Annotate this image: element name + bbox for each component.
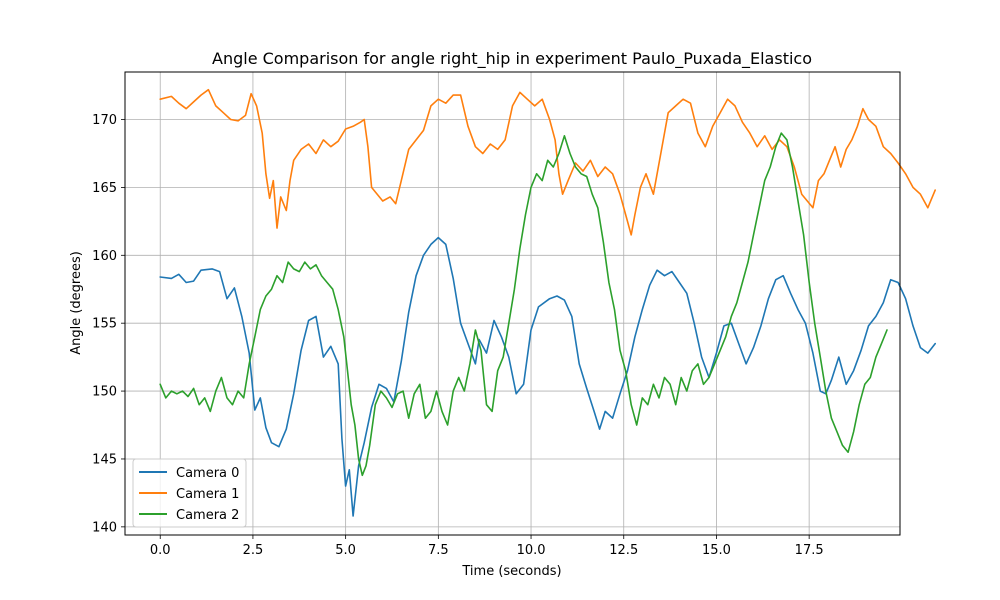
x-axis-label: Time (seconds)	[461, 564, 561, 579]
grid	[125, 72, 900, 535]
x-tick-label: 2.5	[243, 543, 264, 558]
y-tick-label: 160	[92, 249, 117, 264]
x-tick-label: 10.0	[517, 543, 546, 558]
legend-label: Camera 0	[176, 466, 239, 481]
plot-frame	[124, 71, 901, 536]
series-lines	[159, 88, 937, 517]
legend-label: Camera 1	[176, 487, 239, 502]
y-tick-label: 165	[92, 181, 117, 196]
legend-label: Camera 2	[176, 508, 239, 523]
x-tick-label: 15.0	[702, 543, 731, 558]
x-tick-label: 5.0	[335, 543, 356, 558]
y-tick-label: 145	[92, 452, 117, 467]
y-axis-label: Angle (degrees)	[69, 251, 84, 355]
x-tick-label: 12.5	[609, 543, 638, 558]
series-line-camera-0	[159, 236, 937, 517]
chart-title: Angle Comparison for angle right_hip in …	[212, 49, 812, 69]
series-line-camera-1	[159, 88, 937, 236]
y-tick-label: 170	[92, 113, 117, 128]
legend: Camera 0 Camera 1 Camera 2	[132, 458, 247, 528]
x-tick-label: 17.5	[795, 543, 824, 558]
series-line-camera-2	[159, 132, 888, 477]
x-tick-label: 0.0	[150, 543, 171, 558]
ticks: 0.0 2.5 5.0 7.5 10.0 12.5 15.0 17.5 140 145 150 155…	[92, 113, 823, 558]
x-tick-label: 7.5	[428, 543, 449, 558]
y-tick-label: 155	[92, 317, 117, 332]
y-tick-label: 140	[92, 520, 117, 535]
legend-box	[132, 458, 247, 528]
y-tick-label: 150	[92, 385, 117, 400]
